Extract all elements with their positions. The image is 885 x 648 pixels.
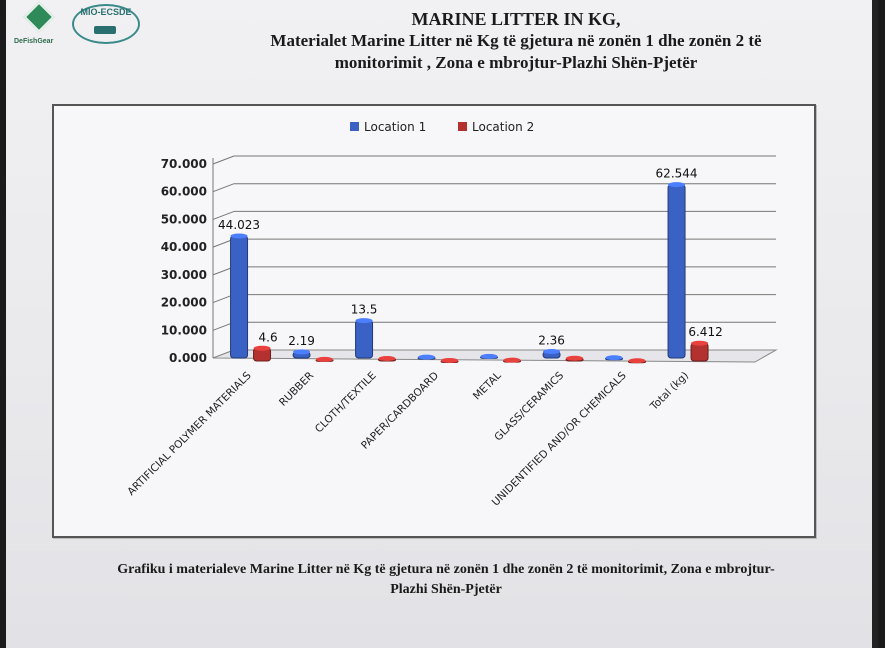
bar-top [355, 318, 373, 324]
bar-location-1 [667, 182, 686, 359]
bar-location-2 [565, 355, 584, 362]
bar-top [441, 357, 459, 363]
caption-line-2: Plazhi Shën-Pjetër [390, 582, 502, 597]
x-tick-label: UNIDENTIFIED AND/OR CHEMICALS [490, 369, 629, 508]
y-tick-label: 30.000 [161, 268, 207, 282]
bar-top [628, 358, 646, 364]
presentation-slide: DeFishGear MIO-ECSDE MARINE LITTER IN KG… [6, 0, 878, 648]
bar-location-1 [417, 354, 436, 360]
bar-location-2 [440, 357, 459, 363]
bar-location-1 [542, 348, 561, 359]
legend-swatch [350, 122, 359, 131]
bar-top [668, 182, 686, 188]
y-tick-label: 50.000 [161, 212, 207, 226]
y-tick-label: 40.000 [161, 240, 207, 254]
data-label: 2.36 [538, 333, 565, 347]
bar-top [316, 356, 334, 362]
caption-line-1: Grafiku i materialeve Marine Litter në K… [117, 562, 775, 577]
x-tick-label: Total (kg) [647, 370, 691, 414]
title-line-3: monitorimit , Zona e mbrojtur-Plazhi Shë… [334, 53, 698, 72]
bar-body [355, 320, 374, 359]
y-tick-label: 20.000 [161, 296, 207, 310]
x-tick-label: ARTIFICIAL POLYMER MATERIALS [125, 369, 254, 498]
bar-location-1 [480, 353, 499, 359]
legend-label: Location 1 [364, 120, 426, 134]
diamond-logo-icon [23, 1, 55, 33]
bar-location-2 [628, 358, 647, 364]
bar-top [605, 355, 623, 361]
bar-location-1 [292, 349, 311, 359]
bar-top [480, 353, 498, 359]
slide-title: MARINE LITTER IN KG, Materialet Marine L… [156, 8, 876, 74]
bar-body [690, 342, 709, 362]
legend-label: Location 2 [472, 120, 534, 134]
bar-body [667, 184, 686, 359]
x-tick-label: METAL [471, 370, 504, 403]
data-label: 6.412 [688, 325, 722, 339]
y-tick-label: 10.000 [161, 323, 207, 337]
data-label: 2.19 [288, 334, 315, 348]
title-line-1: MARINE LITTER IN KG, [411, 9, 621, 29]
bar-top [691, 340, 709, 346]
building-icon [94, 26, 116, 34]
bar-location-1 [605, 355, 624, 361]
legend-swatch [458, 122, 467, 131]
bar-top [378, 356, 396, 362]
bar-chart: 0.000 10.000 20.000 30.000 40.000 50.000 60.00… [125, 120, 778, 509]
bar-location-2 [378, 356, 397, 362]
bar-location-1 [230, 233, 249, 359]
bar-top [293, 349, 311, 355]
y-tick-label: 70.000 [161, 157, 207, 171]
bar-body [230, 235, 249, 359]
bar-top [503, 357, 521, 363]
chart-frame: 0.000 10.000 20.000 30.000 40.000 50.000 60.00… [52, 104, 816, 538]
gridline-left [212, 183, 235, 193]
x-tick-label: RUBBER [277, 370, 316, 409]
bar-location-2 [253, 345, 272, 362]
data-label: 4.6 [259, 330, 278, 344]
bar-location-2 [503, 357, 522, 363]
title-line-2: Materialet Marine Litter në Kg të gjetur… [270, 31, 762, 50]
chart-caption: Grafiku i materialeve Marine Litter në K… [26, 560, 866, 600]
bar-top [418, 354, 436, 360]
bar-location-2 [690, 340, 709, 362]
x-tick-label: CLOTH/TEXTILE [313, 370, 379, 436]
bar-top [566, 355, 584, 361]
x-tick-label: GLASS/CERAMICS [492, 369, 566, 443]
mio-ecsde-logo: MIO-ECSDE [72, 4, 140, 44]
data-label: 13.5 [351, 303, 378, 317]
bar-top [543, 348, 561, 354]
gridline-left [212, 210, 235, 220]
y-tick-label: 0.000 [169, 351, 207, 365]
data-label: 44.023 [218, 218, 260, 232]
bar-top [253, 345, 271, 351]
bar-location-1 [355, 318, 374, 359]
logo-right-label: MIO-ECSDE [80, 7, 132, 17]
logo-left-label: DeFishGear [14, 38, 54, 45]
bar-top [230, 233, 248, 239]
defishgear-logo: DeFishGear [14, 1, 66, 52]
y-tick-label: 60.000 [161, 185, 207, 199]
data-label: 62.544 [656, 167, 698, 181]
gridline-left [212, 155, 235, 165]
bar-location-2 [315, 356, 334, 362]
